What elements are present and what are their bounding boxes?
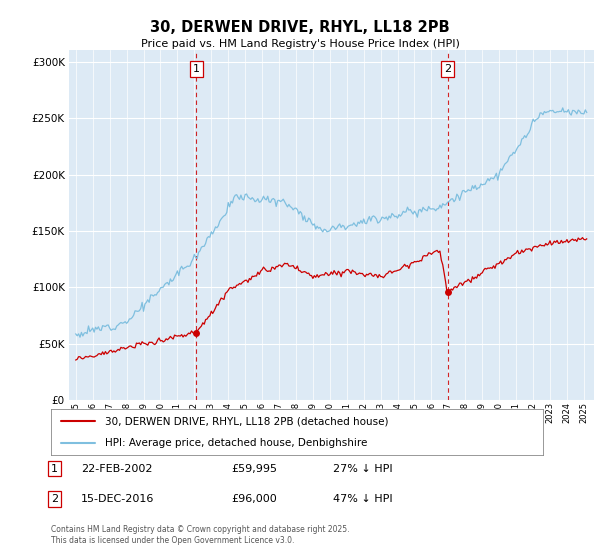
Text: 1: 1	[193, 64, 200, 74]
Text: Contains HM Land Registry data © Crown copyright and database right 2025.
This d: Contains HM Land Registry data © Crown c…	[51, 525, 349, 545]
Text: 27% ↓ HPI: 27% ↓ HPI	[333, 464, 392, 474]
Text: £59,995: £59,995	[231, 464, 277, 474]
Text: HPI: Average price, detached house, Denbighshire: HPI: Average price, detached house, Denb…	[105, 438, 367, 448]
Text: 30, DERWEN DRIVE, RHYL, LL18 2PB: 30, DERWEN DRIVE, RHYL, LL18 2PB	[150, 20, 450, 35]
Text: 47% ↓ HPI: 47% ↓ HPI	[333, 494, 392, 504]
Text: 1: 1	[51, 464, 58, 474]
Text: £96,000: £96,000	[231, 494, 277, 504]
Text: 2: 2	[51, 494, 58, 504]
Text: Price paid vs. HM Land Registry's House Price Index (HPI): Price paid vs. HM Land Registry's House …	[140, 39, 460, 49]
Text: 30, DERWEN DRIVE, RHYL, LL18 2PB (detached house): 30, DERWEN DRIVE, RHYL, LL18 2PB (detach…	[105, 416, 389, 426]
Text: 15-DEC-2016: 15-DEC-2016	[81, 494, 154, 504]
Text: 22-FEB-2002: 22-FEB-2002	[81, 464, 152, 474]
Text: 2: 2	[444, 64, 451, 74]
